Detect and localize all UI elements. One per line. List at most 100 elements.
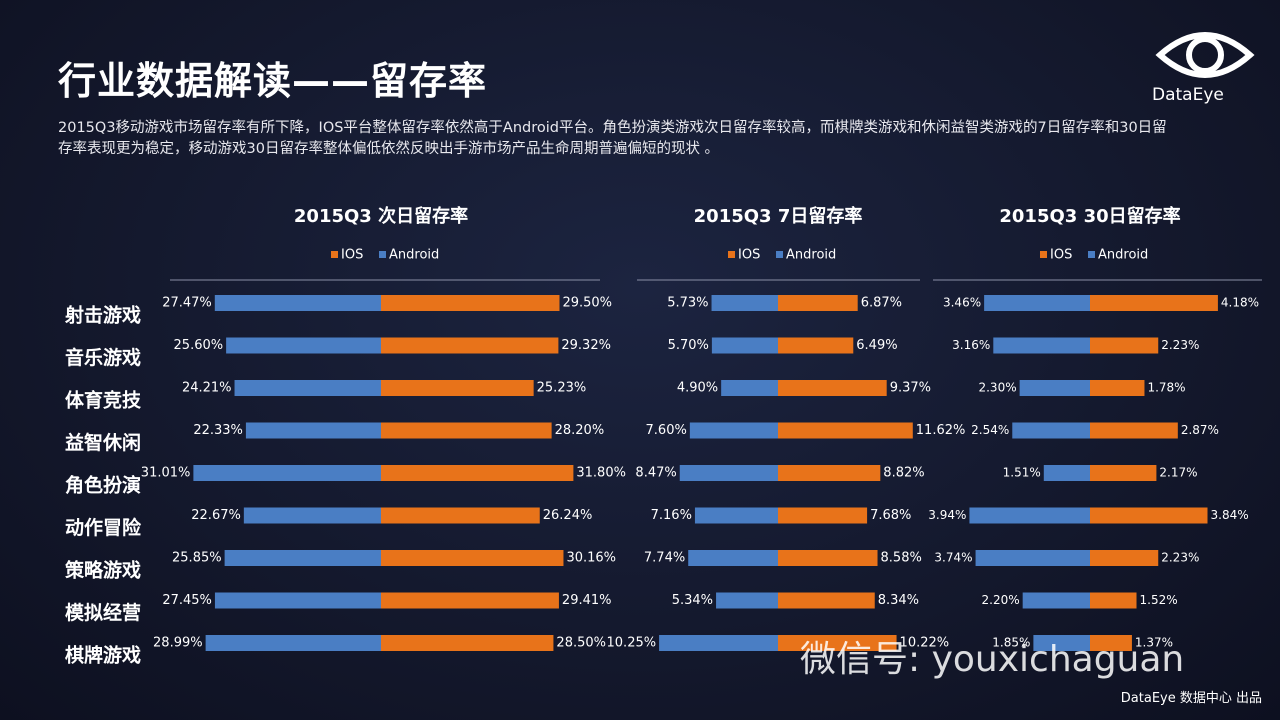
value-label: 1.37%: [1135, 636, 1173, 650]
value-label: 26.24%: [543, 508, 593, 523]
bar: [679, 465, 778, 481]
bar: [659, 635, 778, 651]
value-label: 8.47%: [635, 466, 676, 481]
bar: [1043, 465, 1090, 481]
bar: [205, 635, 381, 651]
value-label: 6.49%: [856, 338, 897, 353]
value-label: 2.17%: [1159, 466, 1197, 480]
value-label: 8.58%: [881, 551, 922, 566]
value-label: 4.90%: [677, 381, 718, 396]
value-label: 2.87%: [1181, 423, 1219, 437]
bar: [1090, 592, 1137, 609]
bar: [1090, 507, 1208, 524]
value-label: 2.23%: [1161, 551, 1199, 565]
bar: [778, 380, 887, 396]
bar: [381, 422, 552, 439]
bar: [778, 465, 881, 481]
value-label: 29.50%: [562, 296, 612, 311]
value-label: 2.20%: [982, 593, 1020, 607]
value-label: 9.37%: [890, 381, 931, 396]
bar: [778, 507, 868, 524]
bar: [984, 295, 1090, 311]
logo-icon: [1155, 32, 1255, 78]
slide-title: 行业数据解读——留存率: [58, 59, 488, 103]
value-label: 7.16%: [651, 508, 692, 523]
bar: [689, 422, 778, 439]
value-label: 5.70%: [668, 338, 709, 353]
bar: [711, 337, 778, 354]
value-label: 11.62%: [916, 423, 966, 438]
value-label: 2.23%: [1161, 338, 1199, 352]
value-label: 27.45%: [162, 593, 212, 608]
bar: [778, 550, 878, 566]
value-label: 2.54%: [971, 423, 1009, 437]
legend-swatch: [728, 251, 735, 258]
bar: [1022, 592, 1090, 609]
bar: [214, 592, 381, 609]
legend-swatch: [776, 251, 783, 258]
value-label: 28.99%: [153, 636, 203, 651]
footer: DataEye 数据中心 出品: [1120, 691, 1262, 706]
bar: [381, 465, 574, 481]
bar: [993, 337, 1090, 354]
bar: [193, 465, 381, 481]
value-label: 8.34%: [878, 593, 919, 608]
category-label: 棋牌游戏: [65, 644, 141, 667]
chart-title: 2015Q3 30日留存率: [999, 205, 1180, 227]
value-label: 3.84%: [1211, 508, 1249, 522]
bar: [243, 507, 381, 524]
bar: [226, 337, 381, 354]
category-label: 策略游戏: [65, 559, 141, 582]
value-label: 31.80%: [576, 466, 626, 481]
legend-swatch: [331, 251, 338, 258]
value-label: 24.21%: [182, 381, 232, 396]
bar: [721, 380, 778, 396]
bar: [778, 635, 897, 651]
bar: [1090, 550, 1159, 566]
value-label: 3.16%: [952, 338, 990, 352]
value-label: 5.34%: [672, 593, 713, 608]
value-label: 8.82%: [883, 466, 924, 481]
value-label: 7.68%: [870, 508, 911, 523]
value-label: 7.60%: [646, 423, 687, 438]
bar: [224, 550, 381, 566]
value-label: 7.74%: [644, 551, 685, 566]
bar: [778, 592, 875, 609]
logo-text: DataEye: [1152, 85, 1224, 105]
legend-label: Android: [786, 248, 836, 263]
chart-title: 2015Q3 7日留存率: [694, 205, 863, 227]
bar: [381, 507, 540, 524]
bar: [245, 422, 381, 439]
bar: [1090, 380, 1145, 396]
bar: [969, 507, 1090, 524]
value-label: 1.85%: [992, 636, 1030, 650]
value-label: 4.18%: [1221, 296, 1259, 310]
value-label: 27.47%: [162, 296, 212, 311]
bar: [381, 295, 560, 311]
bar: [688, 550, 778, 566]
bar: [381, 592, 559, 609]
value-label: 5.73%: [667, 296, 708, 311]
legend-label: IOS: [1050, 248, 1072, 263]
category-label: 体育竞技: [65, 389, 142, 412]
description: 2015Q3移动游戏市场留存率有所下降，IOS平台整体留存率依然高于Androi…: [58, 120, 1167, 157]
value-label: 2.30%: [978, 381, 1016, 395]
bar: [778, 295, 858, 311]
value-label: 25.60%: [174, 338, 224, 353]
bar: [381, 337, 559, 354]
category-label: 角色扮演: [65, 474, 141, 497]
legend-swatch: [379, 251, 386, 258]
bar: [1033, 635, 1090, 651]
bar: [381, 635, 554, 651]
value-label: 1.52%: [1140, 593, 1178, 607]
legend-label: IOS: [341, 248, 363, 263]
watermark: 微信号: youxichaguan: [800, 639, 1185, 680]
value-label: 6.87%: [861, 296, 902, 311]
value-label: 22.67%: [191, 508, 241, 523]
bar: [694, 507, 778, 524]
legend-swatch: [1040, 251, 1047, 258]
value-label: 1.51%: [1003, 466, 1041, 480]
value-label: 29.41%: [562, 593, 612, 608]
